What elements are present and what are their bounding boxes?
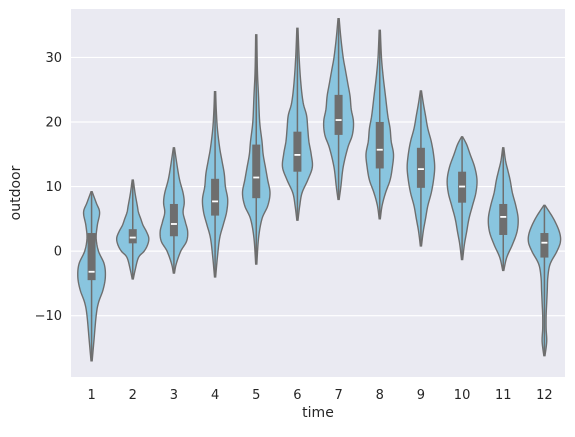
violin-iqr-box	[499, 203, 508, 235]
plot-background	[71, 9, 565, 377]
violin-10	[446, 136, 478, 261]
violin-iqr-box	[416, 147, 425, 188]
violin-6	[281, 27, 314, 221]
x-tick-label: 7	[334, 388, 342, 403]
violin-iqr-box	[87, 233, 96, 281]
y-tick-labels: −10 0 10 20 30	[35, 51, 62, 324]
x-tick-label: 5	[252, 388, 260, 403]
y-tick-label: 10	[45, 180, 62, 195]
violin-8	[365, 29, 395, 220]
violin-iqr-box	[334, 94, 343, 135]
violin-4	[201, 90, 229, 278]
x-tick-label: 12	[536, 388, 553, 403]
x-tick-label: 8	[376, 388, 384, 403]
violin-iqr-box	[169, 203, 178, 237]
x-tick-label: 10	[454, 388, 471, 403]
x-axis-label: time	[302, 405, 334, 421]
violin-1	[77, 191, 107, 362]
violin-12	[527, 204, 562, 357]
x-tick-label: 3	[170, 388, 178, 403]
x-tick-label: 2	[129, 388, 137, 403]
x-tick-label: 9	[417, 388, 425, 403]
violin-iqr-box	[540, 233, 549, 258]
y-axis-label: outdoor	[8, 165, 24, 220]
violin-iqr-box	[252, 144, 261, 199]
violin-11	[487, 147, 519, 272]
y-tick-label: 30	[45, 51, 62, 66]
violin-iqr-box	[293, 131, 302, 172]
violin-iqr-box	[128, 229, 137, 244]
y-tick-label: −10	[35, 309, 62, 324]
y-tick-label: 0	[54, 245, 62, 260]
violin-iqr-box	[375, 121, 384, 169]
x-tick-label: 4	[211, 388, 219, 403]
violin-3	[159, 147, 189, 274]
violin-9	[406, 90, 436, 247]
violin-7	[322, 17, 355, 201]
violins	[77, 17, 562, 362]
violin-5	[241, 34, 271, 265]
violin-iqr-box	[211, 178, 220, 216]
violin-2	[115, 179, 150, 280]
grid-lines	[71, 56, 565, 317]
x-tick-label: 6	[293, 388, 301, 403]
x-tick-labels: 1 2 3 4 5 6 7 8 9 10 11 12	[87, 388, 552, 403]
x-tick-label: 1	[87, 388, 95, 403]
x-tick-label: 11	[495, 388, 512, 403]
y-tick-label: 20	[45, 115, 62, 130]
